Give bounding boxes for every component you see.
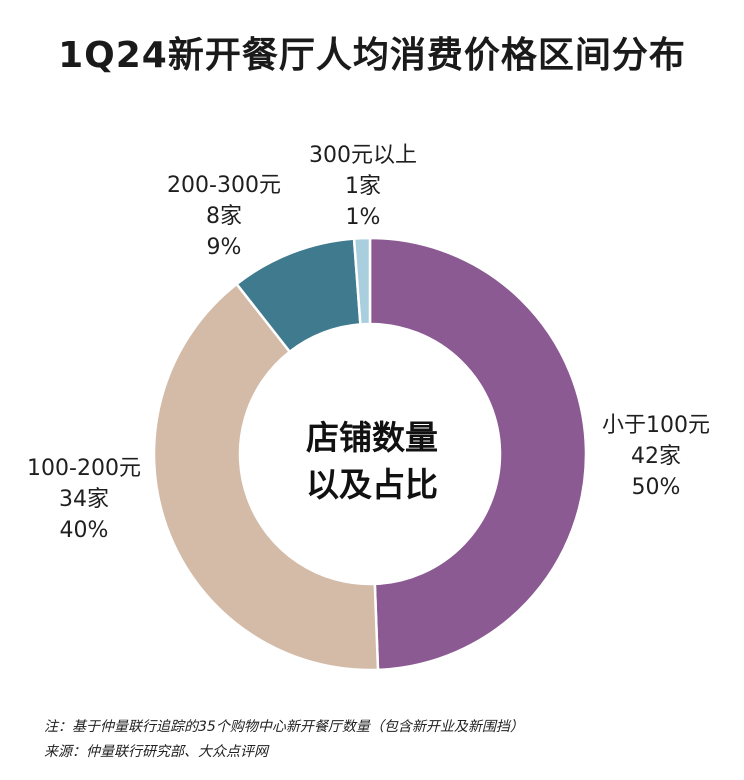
slice-percent-label: 1% bbox=[346, 205, 381, 230]
chart-title: 1Q24新开餐厅人均消费价格区间分布 bbox=[58, 35, 686, 76]
donut-slices bbox=[152, 236, 588, 672]
center-label-line-2: 以及占比 bbox=[306, 465, 438, 504]
slice-category-label: 小于100元 bbox=[602, 413, 710, 438]
donut-slice bbox=[152, 282, 380, 672]
slice-percent-label: 50% bbox=[632, 475, 681, 500]
slice-percent-label: 9% bbox=[207, 235, 242, 260]
center-label-line-1: 店铺数量 bbox=[306, 418, 438, 457]
chart-source: 来源：仲量联行研究部、大众点评网 bbox=[44, 744, 268, 760]
slice-category-label: 100-200元 bbox=[27, 456, 141, 481]
slice-count-label: 1家 bbox=[345, 174, 381, 199]
donut-slice bbox=[368, 236, 588, 672]
slice-count-label: 34家 bbox=[59, 487, 109, 512]
donut-slice bbox=[352, 236, 372, 326]
chart-note: 注：基于仲量联行追踪的35个购物中心新开餐厅数量（包含新开业及新围挡） bbox=[44, 719, 524, 735]
slice-count-label: 8家 bbox=[206, 204, 242, 229]
slice-labels: 小于100元 42家 50% 100-200元 34家 40% 200-300元 8家 9% 30… bbox=[27, 143, 710, 543]
slice-category-label: 300元以上 bbox=[309, 143, 417, 168]
slice-percent-label: 40% bbox=[60, 518, 109, 543]
slice-category-label: 200-300元 bbox=[167, 173, 281, 198]
slice-count-label: 42家 bbox=[631, 444, 681, 469]
